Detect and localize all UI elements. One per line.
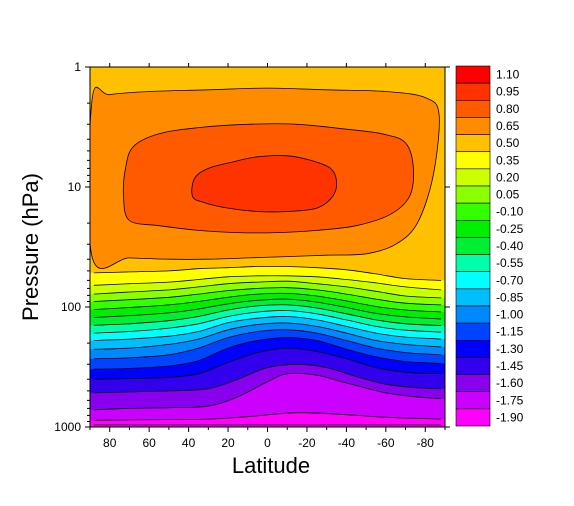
contour-line--0.7 <box>93 316 442 341</box>
colorbar-label: 1.10 <box>496 68 520 82</box>
x-tick-label: -40 <box>338 436 356 450</box>
colorbar-label: -1.00 <box>496 308 524 322</box>
colorbar-swatch <box>455 151 491 170</box>
band-below--1.75 <box>90 412 445 427</box>
contour-line--1.15 <box>93 337 442 370</box>
colorbar-swatch <box>455 185 491 204</box>
contour-line-0.65 <box>90 86 440 269</box>
colorbar-label: -1.30 <box>496 342 524 356</box>
x-tick-label: 20 <box>221 436 235 450</box>
contour-line--1.45 <box>93 363 442 394</box>
x-tick-label: 80 <box>103 436 117 450</box>
contour-line-0.8 <box>122 123 415 234</box>
colorbar-swatch <box>455 82 491 101</box>
colorbar-label: 0.50 <box>496 136 520 150</box>
colorbar-swatch <box>455 237 491 255</box>
colorbar-swatch <box>455 339 491 358</box>
colorbar-swatch <box>455 254 491 273</box>
contour-line-0.05 <box>93 287 442 306</box>
contour-line-0.5 <box>93 265 442 281</box>
colorbar-swatch <box>455 99 491 118</box>
colorbar-swatch <box>455 305 491 324</box>
x-tick-label: 60 <box>142 436 156 450</box>
contour-line--0.55 <box>93 310 442 334</box>
colorbar-label: -0.25 <box>496 222 524 236</box>
colorbar-label: -0.55 <box>496 256 524 270</box>
colorbar-swatch <box>455 65 491 84</box>
colorbar-swatch <box>455 202 491 221</box>
contour-line-0.35 <box>93 275 442 291</box>
colorbar-label: 0.05 <box>496 188 520 202</box>
contour-line--1 <box>93 329 442 360</box>
y-tick-label: 1 <box>74 60 81 74</box>
colorbar-swatch <box>455 391 491 410</box>
colorbar-label: -0.85 <box>496 290 524 304</box>
contour-line--0.4 <box>93 304 442 326</box>
colorbar: 1.10 0.95 0.80 0.65 0.50 0.35 0.20 0.05 -0.10 -0.… <box>455 65 524 427</box>
x-tick-label: -60 <box>377 436 395 450</box>
band-below--1.9 <box>90 424 445 427</box>
colorbar-swatch <box>455 374 491 393</box>
colorbar-label: 0.80 <box>496 102 520 116</box>
contour-line--0.85 <box>93 322 442 350</box>
colorbar-swatch <box>455 168 491 187</box>
colorbar-label: 0.20 <box>496 170 520 184</box>
colorbar-swatch <box>455 408 491 427</box>
contour-line--0.1 <box>93 292 442 313</box>
colorbar-swatch <box>455 271 491 290</box>
colorbar-label: 0.65 <box>496 119 520 133</box>
contour-fill-area <box>90 67 445 427</box>
y-tick-label: 10 <box>68 180 82 194</box>
colorbar-label: -0.10 <box>496 205 524 219</box>
band-below--1.6 <box>90 373 445 427</box>
x-tick-label: 40 <box>182 436 196 450</box>
contour-line--0.25 <box>93 298 442 320</box>
colorbar-label: 0.35 <box>496 153 520 167</box>
colorbar-swatch <box>455 322 491 341</box>
band-closed-0.95 <box>191 155 337 212</box>
contour-line-0.2 <box>93 280 442 299</box>
x-axis: 80 60 40 20 0 -20 -40 -60 -80 <box>89 63 446 450</box>
contour-lines <box>90 86 442 426</box>
colorbar-swatch <box>455 288 491 307</box>
y-tick-label: 100 <box>61 300 81 314</box>
contour-line-0.95 <box>191 155 337 213</box>
y-axis-title: Pressure (hPa) <box>18 173 43 321</box>
colorbar-label: -0.40 <box>496 239 524 253</box>
colorbar-swatch <box>455 134 491 153</box>
x-tick-label: -20 <box>298 436 316 450</box>
colorbar-label: -1.60 <box>496 376 524 390</box>
colorbar-label: -0.70 <box>496 273 524 287</box>
colorbar-label: -1.90 <box>496 410 524 424</box>
colorbar-swatch <box>455 357 491 375</box>
y-axis: 1 10 100 1000 <box>54 60 450 434</box>
colorbar-label: -1.15 <box>496 325 524 339</box>
x-tick-label: -80 <box>417 436 435 450</box>
x-axis-title: Latitude <box>232 453 310 478</box>
colorbar-label: -1.75 <box>496 393 524 407</box>
colorbar-swatch <box>455 219 491 238</box>
y-tick-label: 1000 <box>54 420 81 434</box>
colorbar-label: 0.95 <box>496 85 520 99</box>
colorbar-swatch <box>455 117 491 135</box>
contour-line--1.6 <box>93 372 442 411</box>
contour-line--1.3 <box>93 347 442 380</box>
x-tick-label: 0 <box>264 436 271 450</box>
contour-line--1.75 <box>93 412 442 421</box>
colorbar-label: -1.45 <box>496 359 524 373</box>
